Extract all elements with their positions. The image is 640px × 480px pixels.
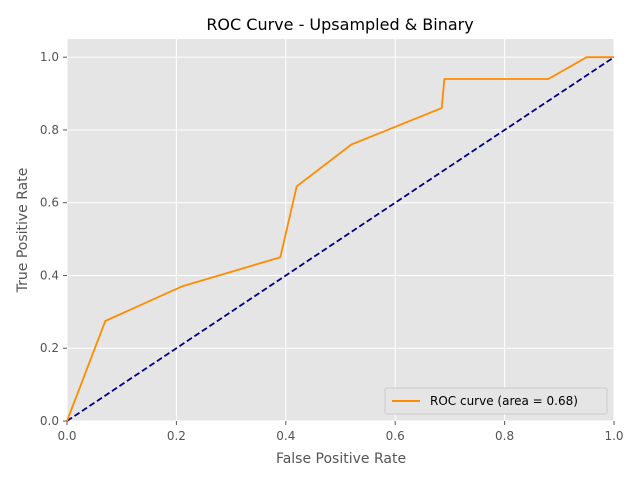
x-axis-label: False Positive Rate bbox=[276, 451, 406, 467]
series-lines bbox=[66, 56, 615, 422]
chance-diagonal-line bbox=[66, 56, 615, 422]
chart-title: ROC Curve - Upsampled & Binary bbox=[206, 15, 473, 34]
legend: ROC curve (area = 0.68) bbox=[384, 387, 608, 415]
x-tick-label: 0.4 bbox=[276, 429, 295, 443]
tick-labels: 0.0 0.2 0.4 0.6 0.8 1.0 0.0 0.2 0.4 0.6 0.8 1.0 bbox=[40, 50, 624, 443]
x-tick-label: 0.6 bbox=[386, 429, 405, 443]
x-tick-label: 0.8 bbox=[495, 429, 514, 443]
roc-curve-line bbox=[66, 56, 614, 422]
x-tick-label: 0.0 bbox=[57, 429, 76, 443]
y-tick-label: 0.8 bbox=[40, 123, 59, 137]
x-tick-label: 1.0 bbox=[604, 429, 623, 443]
y-tick-label: 0.4 bbox=[40, 268, 59, 282]
y-tick-label: 1.0 bbox=[40, 50, 59, 64]
y-tick-label: 0.6 bbox=[40, 196, 59, 210]
grid-lines bbox=[66, 39, 615, 422]
x-tick-label: 0.2 bbox=[167, 429, 186, 443]
legend-box bbox=[384, 387, 608, 415]
y-tick-label: 0.0 bbox=[40, 414, 59, 428]
legend-label: ROC curve (area = 0.68) bbox=[430, 394, 578, 408]
plot-area bbox=[67, 39, 614, 421]
y-axis-label: True Positive Rate bbox=[15, 168, 31, 294]
y-tick-label: 0.2 bbox=[40, 341, 59, 355]
